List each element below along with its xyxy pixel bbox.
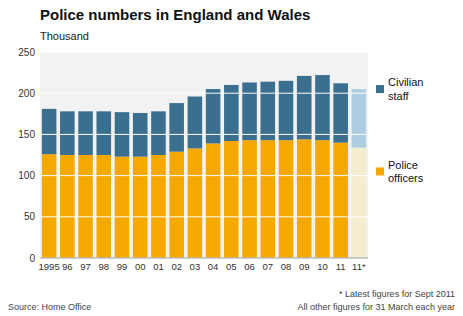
bar [260,82,275,141]
legend-swatch [376,167,384,175]
bar [78,155,93,258]
legend-swatch [376,85,384,93]
bar [169,103,184,152]
bars [42,75,366,258]
x-tick-label: 02 [171,261,182,272]
x-tick-label: 04 [208,261,219,272]
title: Police numbers in England and Wales [40,6,310,23]
grid-line [40,175,368,176]
bar [96,155,111,258]
bar [42,109,57,154]
bar [206,89,221,143]
bar [333,83,348,142]
bar [188,148,203,258]
x-tick-label: 06 [244,261,255,272]
x-axis-line [40,258,368,259]
bar [242,140,257,258]
text-line: Civilian [388,76,423,88]
bar [352,89,367,148]
x-tick-label: 05 [226,261,237,272]
bar [133,157,148,258]
bar [242,82,257,140]
legend-label: Policeofficers [388,159,424,185]
source: Source: Home Office [8,302,91,312]
bar [169,152,184,258]
grid-line [40,93,368,94]
bar [151,155,166,258]
x-tick-label: 01 [153,261,164,272]
x-tick-label: 99 [117,261,128,272]
text-line: staff [388,90,410,102]
x-tick-label: 07 [262,261,273,272]
bar [224,141,239,258]
bar [260,140,275,258]
bar [206,143,221,258]
x-tick-label: 97 [80,261,91,272]
x-tick-label: 08 [281,261,292,272]
y-tick-label: 50 [24,211,36,222]
grid-line [40,134,368,135]
bar [60,111,75,155]
x-tick-label: 03 [190,261,201,272]
bar [297,139,312,258]
y-label: Thousand [40,30,89,42]
footnote: All other figures for 31 March each year [297,302,455,312]
chart: Police numbers in England and Wales Thous… [0,0,463,316]
bar [279,140,294,258]
footnote: * Latest figures for Sept 2011 [339,289,455,299]
bar [42,154,57,258]
grid-line [40,216,368,217]
bar [333,143,348,258]
x-tick-label: 11* [352,261,366,272]
bar [60,155,75,258]
x-tick-label: 1995 [39,261,60,272]
y-tick-label: 100 [18,170,35,181]
x-tick-label: 10 [317,261,328,272]
bar [115,157,130,258]
x-tick-label: 09 [299,261,310,272]
bar [279,81,294,140]
grid-line [40,258,368,259]
bar [297,76,312,139]
y-tick-label: 150 [18,129,35,140]
plot-background [40,52,368,258]
x-tick-label: 96 [62,261,73,272]
y-tick-label: 250 [18,47,35,58]
y-tick-label: 0 [29,253,35,264]
bar [151,111,166,155]
bar [188,96,203,148]
y-tick-label: 200 [18,88,35,99]
grid-line [40,52,368,53]
bar [315,140,330,258]
bar [352,148,367,258]
bar [315,75,330,140]
x-tick-label: 00 [135,261,146,272]
x-tick-label: 11 [336,261,346,272]
text-line: officers [388,172,424,184]
x-tick-label: 98 [98,261,109,272]
bar [96,111,111,155]
legend-label: Civilian staff [388,76,423,102]
bar [78,111,93,155]
text-line: Police [388,159,418,171]
